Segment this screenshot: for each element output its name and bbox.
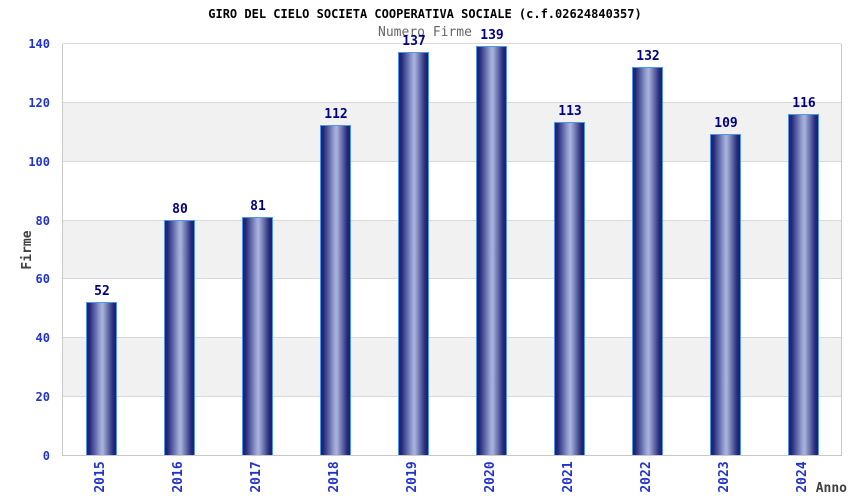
chart-subtitle: Numero Firme (378, 25, 472, 40)
y-tick-label: 60 (35, 272, 50, 287)
y-axis-ticks: 0 20 40 60 80 100 120 140 (0, 37, 50, 463)
x-tick-label: 2024 (795, 461, 810, 493)
gridline (63, 219, 841, 221)
x-tick-label: 2019 (405, 461, 420, 493)
bar-value-label: 52 (94, 283, 110, 299)
bar-2015 (85, 301, 117, 455)
bar-2018 (319, 125, 351, 455)
x-axis-label: Anno (815, 481, 847, 496)
gridline (63, 396, 841, 398)
y-tick-label: 120 (28, 95, 50, 110)
bar-value-label: 116 (792, 95, 816, 111)
bar-2016 (163, 219, 195, 455)
gridline (63, 101, 841, 103)
y-tick-label: 0 (42, 449, 50, 463)
y-tick-label: 20 (35, 390, 50, 405)
x-tick-label: 2017 (249, 461, 264, 493)
gridline (63, 160, 841, 162)
x-tick-label: 2020 (483, 461, 498, 493)
bar-2017 (241, 216, 273, 455)
gridline (63, 43, 841, 44)
bar-2021 (553, 122, 585, 455)
gridline (63, 337, 841, 339)
plot-area: 52 80 81 112 137 139 113 132 109 116 (62, 28, 842, 456)
gridline (63, 278, 841, 280)
bar-value-label: 132 (636, 48, 660, 64)
x-tick-label: 2021 (561, 461, 576, 493)
bar-value-label: 113 (558, 104, 582, 120)
y-tick-label: 80 (35, 213, 50, 228)
bar-value-label: 81 (250, 198, 266, 214)
y-tick-label: 140 (28, 37, 50, 51)
bar-value-label: 137 (402, 33, 426, 49)
x-tick-label: 2022 (639, 461, 654, 493)
bar-value-label: 139 (480, 27, 504, 43)
x-axis-ticks: 2015 2016 2017 2018 2019 2020 2021 2022 2023 2024 (62, 456, 842, 500)
y-tick-label: 100 (28, 154, 50, 169)
bar-value-label: 109 (714, 116, 738, 132)
bar-2022 (631, 66, 663, 455)
bar-2023 (709, 134, 741, 455)
bar-2019 (397, 51, 429, 455)
bar-value-label: 80 (172, 201, 188, 217)
bar-2024 (787, 113, 819, 455)
y-tick-label: 40 (35, 331, 50, 346)
plot-band (63, 43, 841, 102)
x-tick-label: 2023 (717, 461, 732, 493)
bar-value-label: 112 (324, 107, 348, 123)
chart-title: GIRO DEL CIELO SOCIETA COOPERATIVA SOCIA… (208, 7, 642, 21)
x-tick-label: 2016 (171, 461, 186, 493)
bar-2020 (475, 45, 507, 455)
x-tick-label: 2018 (327, 461, 342, 493)
x-tick-label: 2015 (93, 461, 108, 493)
